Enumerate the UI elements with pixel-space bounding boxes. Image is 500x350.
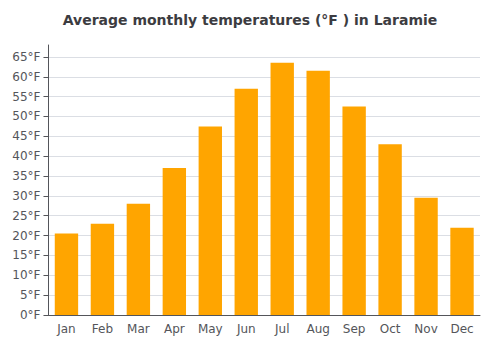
svg-text:Sep: Sep — [343, 322, 366, 336]
svg-text:10°F: 10°F — [12, 268, 40, 282]
svg-text:Oct: Oct — [380, 322, 401, 336]
svg-text:55°F: 55°F — [12, 90, 40, 104]
svg-text:Feb: Feb — [92, 322, 113, 336]
svg-text:35°F: 35°F — [12, 169, 40, 183]
svg-text:25°F: 25°F — [12, 209, 40, 223]
svg-text:0°F: 0°F — [20, 308, 41, 322]
svg-text:5°F: 5°F — [20, 288, 41, 302]
svg-text:Jun: Jun — [236, 322, 256, 336]
svg-text:Nov: Nov — [414, 322, 437, 336]
svg-text:Jul: Jul — [274, 322, 289, 336]
svg-text:50°F: 50°F — [12, 109, 40, 123]
svg-text:Average monthly temperatures (: Average monthly temperatures (°F ) in La… — [63, 12, 438, 28]
svg-text:May: May — [198, 322, 223, 336]
svg-text:Mar: Mar — [127, 322, 150, 336]
svg-text:60°F: 60°F — [12, 70, 40, 84]
svg-text:Apr: Apr — [164, 322, 185, 336]
svg-text:Dec: Dec — [450, 322, 473, 336]
svg-text:15°F: 15°F — [12, 248, 40, 262]
svg-text:30°F: 30°F — [12, 189, 40, 203]
svg-text:20°F: 20°F — [12, 229, 40, 243]
svg-text:40°F: 40°F — [12, 149, 40, 163]
svg-text:Aug: Aug — [306, 322, 329, 336]
svg-text:65°F: 65°F — [12, 50, 40, 64]
svg-text:Jan: Jan — [56, 322, 76, 336]
svg-text:45°F: 45°F — [12, 129, 40, 143]
